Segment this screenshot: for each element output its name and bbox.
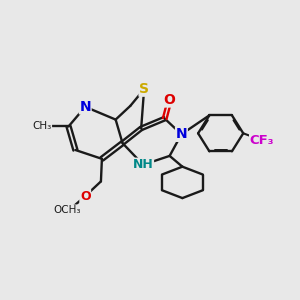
Text: N: N	[176, 127, 187, 141]
Text: S: S	[139, 82, 149, 96]
Text: O: O	[164, 93, 176, 107]
Text: NH: NH	[133, 158, 154, 171]
Text: O: O	[80, 190, 91, 202]
Text: CF₃: CF₃	[250, 134, 274, 147]
Text: OCH₃: OCH₃	[54, 205, 81, 215]
Text: N: N	[80, 100, 91, 114]
Text: CH₃: CH₃	[32, 122, 52, 131]
